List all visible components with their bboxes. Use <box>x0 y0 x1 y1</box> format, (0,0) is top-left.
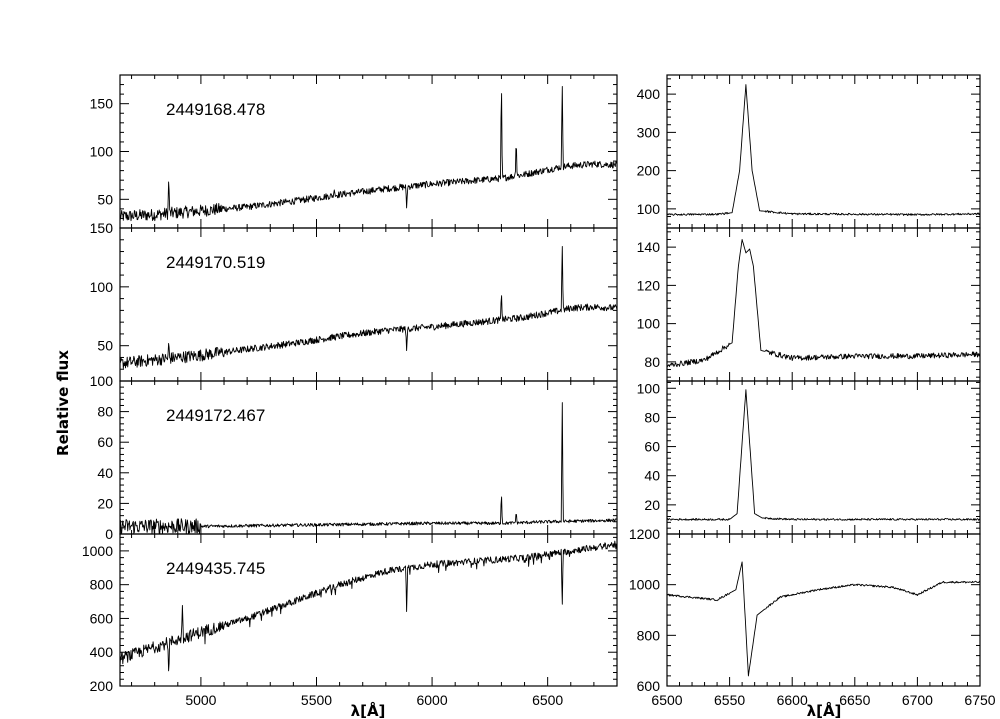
y-tick-label: 80 <box>97 404 113 420</box>
y-tick-label: 100 <box>90 144 114 160</box>
panel-halpha-3: 20 40 60 80 100 <box>637 380 981 535</box>
y-tick-label: 60 <box>97 434 113 450</box>
panel-frame <box>119 380 618 535</box>
x-tick-label: 6550 <box>714 692 745 708</box>
panel-frame <box>666 533 981 687</box>
spectrum-line <box>120 402 617 534</box>
y-tick-label: 800 <box>90 577 114 593</box>
x-tick-label: 6700 <box>902 692 933 708</box>
y-tick-label: 1000 <box>82 543 113 559</box>
y-tick-label: 20 <box>644 497 660 513</box>
x-tick-label: 6600 <box>777 692 808 708</box>
spectrum-line <box>667 84 980 216</box>
y-tick-label: 20 <box>97 495 113 511</box>
y-tick-label: 140 <box>637 239 661 255</box>
panel-halpha-2: 80 100 120 140 <box>637 227 981 382</box>
x-tick-label: 6500 <box>532 692 563 708</box>
panel-halpha-4: 600 800 1000 1200 6500 6550 6600 6650 6700 6750 <box>629 526 996 708</box>
y-tick-label: 100 <box>90 373 114 389</box>
spectrum-line <box>667 239 980 368</box>
y-tick-label: 60 <box>644 439 660 455</box>
x-axis-title-left: λ[Å] <box>351 701 386 719</box>
y-tick-label: 100 <box>637 201 661 217</box>
panel-halpha-1: 100 200 300 400 <box>637 74 981 229</box>
y-tick-label: 120 <box>637 277 661 293</box>
panel-frame <box>666 380 981 535</box>
x-tick-label: 6650 <box>839 692 870 708</box>
y-tick-label: 400 <box>637 86 661 102</box>
y-tick-label: 80 <box>644 354 660 370</box>
x-tick-label: 6000 <box>416 692 447 708</box>
panel-frame <box>119 74 618 229</box>
y-tick-label: 200 <box>637 163 661 179</box>
y-tick-label: 40 <box>644 468 660 484</box>
y-tick-label: 80 <box>644 409 660 425</box>
y-tick-label: 200 <box>90 678 114 694</box>
y-tick-label: 1000 <box>629 577 660 593</box>
x-tick-label: 5000 <box>185 692 216 708</box>
y-tick-label: 400 <box>90 644 114 660</box>
y-tick-label: 800 <box>637 627 661 643</box>
panel-full-1: 50 100 150 2449168.478 <box>90 74 618 229</box>
x-axis-title-right: λ[Å] <box>807 701 842 719</box>
y-tick-label: 600 <box>637 678 661 694</box>
y-tick-label: 50 <box>97 191 113 207</box>
spectrum-line <box>120 246 617 369</box>
y-tick-label: 100 <box>637 380 661 396</box>
x-tick-label: 6500 <box>651 692 682 708</box>
panel-full-3: 0 20 40 60 80 100 2449172.467 <box>90 373 618 542</box>
panel-full-4: 200 400 600 800 1000 5000 5500 6000 6500 2449435.… <box>82 533 618 708</box>
epoch-label: 2449168.478 <box>166 100 265 119</box>
y-tick-label: 600 <box>90 610 114 626</box>
panel-frame <box>119 227 618 382</box>
epoch-label: 2449435.745 <box>166 559 265 578</box>
y-tick-label: 100 <box>637 316 661 332</box>
y-tick-label: 0 <box>105 526 113 542</box>
y-tick-label: 150 <box>90 96 114 112</box>
spectrum-line <box>120 86 617 222</box>
y-axis-title: Relative flux <box>54 350 72 456</box>
y-tick-label: 150 <box>90 220 114 236</box>
panel-frame <box>666 74 981 229</box>
epoch-label: 2449172.467 <box>166 406 265 425</box>
y-tick-label: 100 <box>90 279 114 295</box>
y-tick-label: 1200 <box>629 526 660 542</box>
y-tick-label: 50 <box>97 338 113 354</box>
y-tick-label: 300 <box>637 124 661 140</box>
panel-frame <box>119 533 618 687</box>
spectrum-line <box>667 561 980 677</box>
epoch-label: 2449170.519 <box>166 253 265 272</box>
x-tick-label: 6750 <box>964 692 995 708</box>
spectrum-line <box>667 389 980 521</box>
y-tick-label: 40 <box>97 465 113 481</box>
spectrum-line <box>120 540 617 672</box>
panel-full-2: 50 100 150 2449170.519 <box>90 220 618 382</box>
x-tick-label: 5500 <box>301 692 332 708</box>
